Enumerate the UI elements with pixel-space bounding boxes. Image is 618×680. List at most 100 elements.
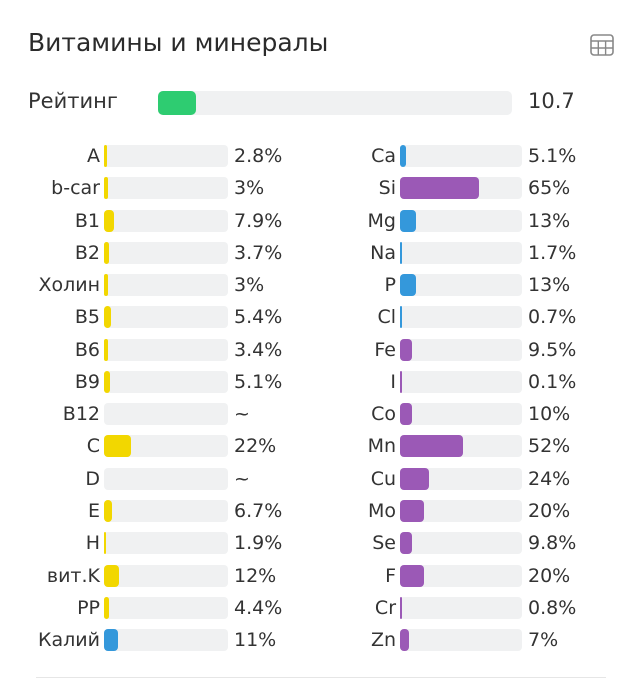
vitamins-bar-fill: [104, 274, 108, 297]
vitamins-bar: [104, 596, 228, 619]
vitamins-row: C 22%: [0, 434, 618, 458]
vitamins-bar-fill: [104, 564, 119, 587]
minerals-value: 52%: [528, 435, 571, 458]
vitamins-bar-fill: [104, 370, 111, 393]
minerals-label: Si: [378, 177, 396, 200]
minerals-value: 0.8%: [528, 596, 577, 619]
vitamins-label: A: [87, 145, 100, 167]
minerals-row: Se 9.8%: [0, 531, 618, 555]
rating-bar-fill: [158, 91, 196, 115]
minerals-bar: [400, 241, 522, 264]
vitamins-label: B2: [74, 241, 100, 264]
minerals-row: Co 10%: [0, 402, 618, 426]
vitamins-label: B6: [74, 338, 100, 361]
minerals-value: 13%: [528, 274, 571, 297]
table-view-icon[interactable]: [590, 34, 614, 56]
vitamins-bar-fill: [104, 145, 108, 167]
minerals-row: Mn 52%: [0, 434, 618, 458]
minerals-bar: [400, 532, 522, 555]
minerals-row: Cr 0.8%: [0, 596, 618, 620]
minerals-bar-fill: [400, 274, 416, 297]
minerals-bar: [400, 629, 522, 652]
vitamins-row: Калий 11%: [0, 628, 618, 652]
vitamins-label: E: [87, 499, 100, 522]
minerals-label: Cr: [374, 596, 396, 619]
vitamins-value: 3.7%: [234, 241, 283, 264]
minerals-bar-fill: [400, 435, 464, 458]
minerals-row: Mo 20%: [0, 499, 618, 523]
vitamins-value: 1.9%: [234, 532, 283, 555]
vitamins-bar: [104, 467, 228, 490]
section-title: Витамины и минералы: [28, 28, 329, 57]
vitamins-value: 3%: [234, 177, 265, 200]
vitamins-bar: [104, 274, 228, 297]
minerals-bar: [400, 370, 522, 393]
minerals-bar-fill: [400, 564, 425, 587]
minerals-row: Cl 0.7%: [0, 305, 618, 329]
minerals-label: Mn: [367, 435, 396, 458]
vitamins-bar: [104, 241, 228, 264]
vitamins-row: A 2.8%: [0, 144, 618, 168]
vitamins-label: B1: [74, 209, 100, 232]
minerals-label: Mg: [367, 209, 396, 232]
minerals-row: I 0.1%: [0, 370, 618, 394]
divider: [36, 677, 606, 678]
minerals-label: Na: [370, 241, 396, 264]
vitamins-label: B9: [74, 370, 100, 393]
minerals-bar: [400, 499, 522, 522]
vitamins-value: 5.4%: [234, 306, 283, 329]
vitamins-row: Холин 3%: [0, 273, 618, 297]
minerals-bar: [400, 177, 522, 200]
minerals-value: 65%: [528, 177, 571, 200]
vitamins-bar-fill: [104, 435, 132, 458]
minerals-value: 20%: [528, 564, 571, 587]
vitamins-value: 6.7%: [234, 499, 283, 522]
vitamins-label: H: [85, 532, 100, 555]
vitamins-value: 2.8%: [234, 145, 283, 167]
vitamins-row: B12 ~: [0, 402, 618, 426]
vitamins-row: B1 7.9%: [0, 209, 618, 233]
vitamins-bar: [104, 209, 228, 232]
vitamins-row: PP 4.4%: [0, 596, 618, 620]
vitamins-row: B5 5.4%: [0, 305, 618, 329]
vitamins-label: C: [86, 435, 100, 458]
minerals-bar-fill: [400, 370, 402, 393]
vitamins-bar: [104, 306, 228, 329]
minerals-value: 9.8%: [528, 532, 577, 555]
minerals-bar-fill: [400, 306, 402, 329]
vitamins-bar-fill: [104, 338, 109, 361]
vitamins-bar-fill: [104, 532, 107, 555]
minerals-label: Zn: [370, 629, 396, 652]
vitamins-bar-fill: [104, 596, 110, 619]
vitamins-bar: [104, 338, 228, 361]
vitamins-value: ~: [234, 467, 250, 490]
vitamins-label: B12: [62, 403, 100, 426]
vitamins-bar-fill: [104, 177, 108, 200]
minerals-label: Cu: [370, 467, 396, 490]
vitamins-value: 4.4%: [234, 596, 283, 619]
minerals-row: Cu 24%: [0, 467, 618, 491]
rating-value: 10.7: [528, 89, 575, 113]
minerals-value: 0.7%: [528, 306, 577, 329]
vitamins-row: B2 3.7%: [0, 241, 618, 265]
vitamins-label: PP: [77, 596, 100, 619]
vitamins-label: Холин: [38, 274, 100, 297]
minerals-value: 1.7%: [528, 241, 577, 264]
vitamins-value: 7.9%: [234, 209, 283, 232]
vitamins-row: B9 5.1%: [0, 370, 618, 394]
vitamins-row: вит.K 12%: [0, 564, 618, 588]
vitamins-value: 11%: [234, 629, 277, 652]
vitamins-label: b-car: [51, 177, 100, 200]
vitamins-bar: [104, 145, 228, 167]
vitamins-row: B6 3.4%: [0, 338, 618, 362]
minerals-bar-fill: [400, 596, 402, 619]
minerals-bar: [400, 435, 522, 458]
vitamins-bar-fill: [104, 499, 113, 522]
minerals-label: Mo: [367, 499, 396, 522]
vitamins-row: b-car 3%: [0, 176, 618, 200]
vitamins-bar: [104, 629, 228, 652]
minerals-bar: [400, 274, 522, 297]
vitamins-bar: [104, 435, 228, 458]
vitamins-bar-fill: [104, 241, 109, 264]
minerals-value: 7%: [528, 629, 559, 652]
